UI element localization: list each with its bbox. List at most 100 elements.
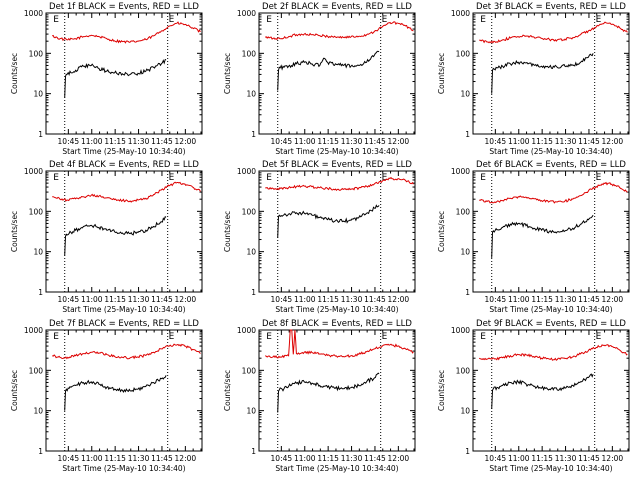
x-tick-label: 11:15 [317,454,339,463]
x-tick-label: 10:45 [485,137,507,146]
event-marker-label: E [480,15,486,25]
y-tick-label: 1000 [237,167,256,176]
events-rate-line [64,216,167,256]
x-tick-label: 10:45 [271,137,293,146]
y-tick-label: 100 [29,366,44,375]
panel-title: Det 6f BLACK = Events, RED = LLD [476,160,626,170]
x-tick-label: 11:30 [128,454,150,463]
y-tick-label: 1000 [451,326,470,335]
x-axis-label: Start Time (25-May-10 10:34:40) [62,147,185,156]
x-tick-label: 11:45 [364,137,386,146]
x-axis-label: Start Time (25-May-10 10:34:40) [489,147,612,156]
chart-panel-8: Det 8f BLACK = Events, RED = LLD Start Ti… [223,319,416,473]
x-tick-label: 11:30 [128,137,150,146]
y-axis-label: Counts/sec [437,53,446,94]
event-marker-label: E [169,332,175,342]
event-marker-label: E [169,173,175,183]
x-tick-label: 10:45 [58,295,80,304]
x-tick-label: 11:15 [531,137,553,146]
events-rate-line [277,50,380,91]
lld-rate-line [52,181,201,203]
y-tick-label: 10 [246,248,256,257]
event-marker-label: E [596,332,602,342]
x-axis-label: Start Time (25-May-10 10:34:40) [62,464,185,473]
plot-frame [472,170,630,293]
event-marker-label: E [266,15,272,25]
plot-frame [472,329,630,452]
x-tick-label: 10:45 [485,454,507,463]
x-tick-label: 11:30 [341,295,363,304]
chart-panel-1: Det 1f BLACK = Events, RED = LLD Start Ti… [10,2,203,156]
y-tick-label: 1000 [24,326,43,335]
events-rate-line [491,214,594,258]
events-rate-line [64,59,167,98]
x-tick-label: 11:30 [128,295,150,304]
y-axis-label: Counts/sec [223,370,232,411]
panel-title: Det 2f BLACK = Events, RED = LLD [262,2,412,12]
x-tick-label: 10:45 [58,137,80,146]
panel-title: Det 3f BLACK = Events, RED = LLD [476,2,626,12]
x-axis-label: Start Time (25-May-10 10:34:40) [275,147,398,156]
chart-panel-2: Det 2f BLACK = Events, RED = LLD Start Ti… [223,2,416,156]
y-tick-label: 100 [242,366,257,375]
x-tick-label: 11:15 [104,454,126,463]
y-tick-label: 1000 [24,9,43,18]
x-tick-label: 11:30 [341,454,363,463]
event-marker-label: E [596,15,602,25]
y-axis-label: Counts/sec [437,211,446,252]
x-tick-label: 11:30 [555,454,577,463]
y-axis-label: Counts/sec [437,370,446,411]
panel-title: Det 8f BLACK = Events, RED = LLD [262,319,412,329]
events-rate-line [64,375,167,411]
y-axis-label: Counts/sec [10,370,19,411]
y-tick-label: 10 [33,407,43,416]
x-tick-label: 11:00 [81,137,103,146]
x-tick-label: 11:45 [364,454,386,463]
y-tick-label: 1000 [24,167,43,176]
x-tick-label: 10:45 [271,295,293,304]
events-rate-line [491,53,594,94]
x-tick-label: 11:45 [364,295,386,304]
x-tick-label: 12:00 [175,137,197,146]
y-tick-label: 100 [29,207,44,216]
event-marker-label: E [53,15,59,25]
x-tick-label: 11:15 [104,137,126,146]
plot-frame [45,329,203,452]
chart-panel-6: Det 6f BLACK = Events, RED = LLD Start Ti… [437,160,630,314]
y-tick-label: 100 [456,207,471,216]
x-tick-label: 11:00 [294,295,316,304]
y-tick-label: 100 [29,49,44,58]
x-tick-label: 11:15 [531,295,553,304]
lld-rate-line [478,344,628,361]
plot-frame [45,12,203,135]
event-marker-label: E [382,173,388,183]
event-marker-label: E [266,173,272,183]
x-axis-label: Start Time (25-May-10 10:34:40) [275,464,398,473]
x-tick-label: 11:00 [294,454,316,463]
y-tick-label: 100 [242,49,257,58]
y-axis-label: Counts/sec [10,211,19,252]
x-tick-label: 12:00 [175,454,197,463]
event-marker-label: E [53,173,59,183]
x-tick-label: 11:15 [317,295,339,304]
event-marker-label: E [480,332,486,342]
y-tick-label: 10 [246,407,256,416]
x-tick-label: 11:45 [578,454,600,463]
y-axis-label: Counts/sec [223,211,232,252]
x-tick-label: 11:00 [294,137,316,146]
x-tick-label: 11:15 [104,295,126,304]
y-tick-label: 1 [251,447,256,456]
x-tick-label: 11:00 [508,137,530,146]
x-tick-label: 11:45 [151,295,173,304]
event-marker-label: E [382,15,388,25]
y-axis-label: Counts/sec [223,53,232,94]
x-tick-label: 10:45 [485,295,507,304]
chart-panel-5: Det 5f BLACK = Events, RED = LLD Start Ti… [223,160,416,314]
y-tick-label: 1 [251,130,256,139]
x-tick-label: 12:00 [388,454,410,463]
y-tick-label: 1000 [451,167,470,176]
y-tick-label: 1000 [237,326,256,335]
plot-frame [258,170,416,293]
